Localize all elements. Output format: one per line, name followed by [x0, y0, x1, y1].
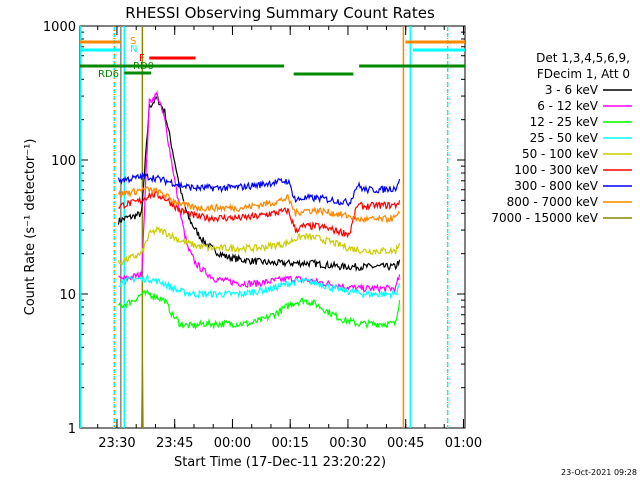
- series-line-0: [117, 95, 401, 272]
- legend-header-2: FDecim 1, Att 0: [537, 67, 630, 81]
- state-label: F: [139, 53, 145, 64]
- state-label: N: [130, 44, 137, 55]
- x-tick-label: 23:30: [98, 436, 135, 451]
- y-tick-label: 10: [59, 288, 76, 303]
- y-tick-label: 1: [68, 422, 76, 437]
- x-tick-label: 00:45: [387, 436, 424, 451]
- legend-header-1: Det 1,3,4,5,6,9,: [536, 51, 630, 65]
- y-tick-label: 1000: [43, 20, 76, 35]
- x-tick-label: 01:00: [445, 436, 482, 451]
- x-axis-label: Start Time (17-Dec-11 23:20:22): [174, 455, 386, 470]
- legend-label-4: 50 - 100 keV: [522, 147, 599, 161]
- legend: Det 1,3,4,5,6,9, FDecim 1, Att 0 3 - 6 k…: [491, 51, 632, 225]
- x-tick-label: 00:30: [329, 436, 366, 451]
- legend-label-1: 6 - 12 keV: [537, 99, 599, 113]
- legend-label-8: 7000 - 15000 keV: [491, 211, 598, 225]
- state-label: S: [130, 36, 136, 47]
- state-label: RD0: [133, 61, 154, 72]
- x-tick-label: 00:15: [271, 436, 308, 451]
- series-line-4: [117, 225, 401, 266]
- series-line-8: [141, 360, 144, 429]
- x-axis: 23:30 23:45 00:00 00:15 00:30 00:45 01:00: [97, 26, 482, 451]
- state-label: RD6: [98, 69, 119, 80]
- series-line-6: [117, 171, 401, 207]
- x-tick-label: 00:00: [214, 436, 251, 451]
- legend-label-5: 100 - 300 keV: [514, 163, 598, 177]
- series-line-2: [117, 289, 401, 330]
- chart-title: RHESSI Observing Summary Count Rates: [125, 4, 435, 22]
- x-tick-label: 23:45: [156, 436, 193, 451]
- y-tick-label: 100: [51, 154, 76, 169]
- legend-label-0: 3 - 6 keV: [545, 83, 599, 97]
- series-line-5: [118, 190, 401, 239]
- series-line-1: [118, 90, 401, 294]
- legend-label-7: 800 - 7000 keV: [507, 195, 599, 209]
- series-group: [117, 90, 401, 429]
- series-line-7: [117, 185, 401, 225]
- footer-timestamp: 23-Oct-2021 09:28: [561, 468, 637, 477]
- plot-frame: [79, 25, 466, 429]
- legend-label-2: 12 - 25 keV: [530, 115, 599, 129]
- legend-label-3: 25 - 50 keV: [530, 131, 599, 145]
- series-line-3: [118, 273, 401, 300]
- legend-label-6: 300 - 800 keV: [514, 179, 598, 193]
- y-axis-label: Count Rate (s⁻¹ detector⁻¹): [23, 139, 38, 316]
